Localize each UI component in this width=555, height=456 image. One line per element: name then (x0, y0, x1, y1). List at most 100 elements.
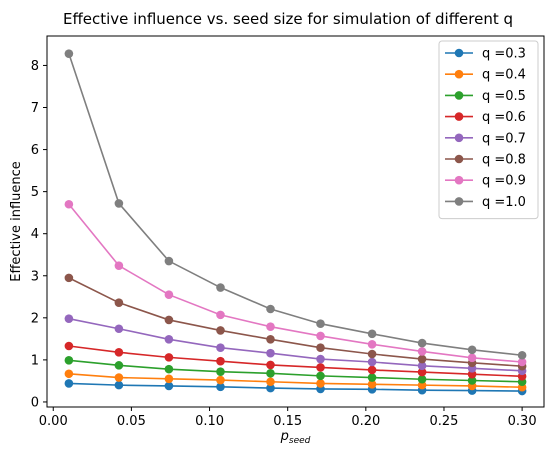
legend-box (438, 40, 539, 220)
data-point (316, 363, 325, 372)
data-point (114, 380, 124, 390)
data-point (114, 373, 124, 382)
data-point (64, 273, 74, 283)
y-tick-label: 7 (31, 101, 39, 116)
data-point (266, 304, 275, 314)
series-q-0-9 (64, 199, 527, 367)
x-tick-label: 0.30 (508, 414, 537, 429)
data-point (216, 326, 225, 335)
plot-area (46, 35, 545, 408)
series-q-0-5 (64, 356, 527, 387)
data-point (316, 379, 325, 388)
data-point (266, 348, 275, 358)
data-point (467, 345, 477, 355)
legend-marker (454, 112, 464, 121)
data-point (417, 347, 427, 356)
data-point (216, 343, 225, 352)
series-line (68, 372, 523, 389)
x-axis: 0.00 0.05 0.10 0.15 0.20 0.25 0.30 (39, 407, 537, 429)
data-point (164, 256, 174, 266)
data-point (266, 383, 275, 393)
legend-label: q =0.7 (482, 131, 526, 146)
y-tick-label: 4 (31, 227, 39, 242)
data-point (417, 367, 427, 377)
x-tick-label: 0.10 (195, 414, 224, 429)
legend-item: q =1.0 (445, 195, 526, 210)
series-q-0-6 (64, 341, 527, 381)
legend-item: q =0.6 (445, 110, 526, 125)
data-point (367, 373, 377, 382)
legend-marker (454, 133, 464, 143)
data-point (266, 334, 275, 344)
data-point (164, 315, 174, 325)
y-tick-label: 5 (31, 185, 39, 200)
data-point (216, 367, 225, 376)
legend-item: q =0.9 (445, 174, 526, 189)
legend-item: q =0.7 (445, 131, 526, 146)
legend-item: q =0.4 (445, 68, 526, 83)
legend-label: q =1.0 (482, 195, 526, 210)
data-point (367, 329, 377, 339)
series-q-1-0 (64, 49, 527, 360)
data-point (164, 364, 174, 374)
data-point (467, 353, 477, 363)
data-point (216, 382, 225, 392)
data-point (216, 310, 225, 320)
data-point (417, 354, 427, 364)
x-tick-label: 0.25 (429, 414, 458, 429)
data-point (517, 350, 527, 360)
data-point (114, 298, 124, 307)
data-point (467, 376, 477, 385)
data-point (367, 365, 377, 375)
data-point (164, 334, 174, 344)
data-point (316, 331, 325, 341)
data-point (164, 381, 174, 391)
data-point (64, 379, 74, 388)
data-point (114, 199, 124, 208)
x-tick-label: 0.20 (351, 414, 380, 429)
data-point (367, 349, 377, 359)
data-point (164, 290, 174, 299)
y-tick-label: 2 (31, 311, 39, 326)
data-point (114, 348, 124, 357)
data-point (367, 357, 377, 367)
data-point (216, 283, 225, 292)
data-point (367, 379, 377, 389)
legend-marker (454, 91, 464, 100)
series-line (68, 53, 523, 357)
data-point (114, 324, 124, 334)
legend-label: q =0.4 (482, 68, 526, 83)
series-line (68, 203, 523, 363)
y-tick-label: 8 (31, 59, 39, 74)
x-axis-title-sub: seed (289, 436, 311, 446)
legend-marker (454, 69, 464, 79)
legend-item: q =0.5 (445, 89, 526, 104)
x-tick-label: 0.00 (39, 414, 68, 429)
y-tick-label: 0 (31, 395, 39, 410)
data-point (266, 322, 275, 331)
x-tick-label: 0.05 (117, 414, 146, 429)
data-point (316, 343, 325, 352)
chart-title: Effective influence vs. seed size for si… (63, 10, 513, 28)
y-axis-title: Effective influence (9, 161, 24, 282)
data-point (266, 360, 275, 370)
data-point (64, 199, 74, 209)
legend-item: q =0.3 (445, 47, 526, 62)
legend-marker (454, 175, 464, 185)
data-point (64, 356, 74, 365)
series-q-0-7 (64, 314, 527, 376)
data-point (64, 369, 74, 379)
y-tick-label: 3 (31, 269, 39, 284)
data-point (417, 338, 427, 348)
data-point (266, 369, 275, 378)
y-tick-label: 1 (31, 353, 39, 368)
x-axis-title-main: p (280, 429, 289, 444)
legend-marker (454, 197, 464, 206)
legend-label: q =0.9 (482, 174, 526, 189)
data-point (64, 341, 74, 351)
series-line (68, 277, 523, 367)
data-point (316, 371, 325, 381)
series-line (68, 345, 523, 378)
legend-label: q =0.8 (482, 153, 526, 168)
